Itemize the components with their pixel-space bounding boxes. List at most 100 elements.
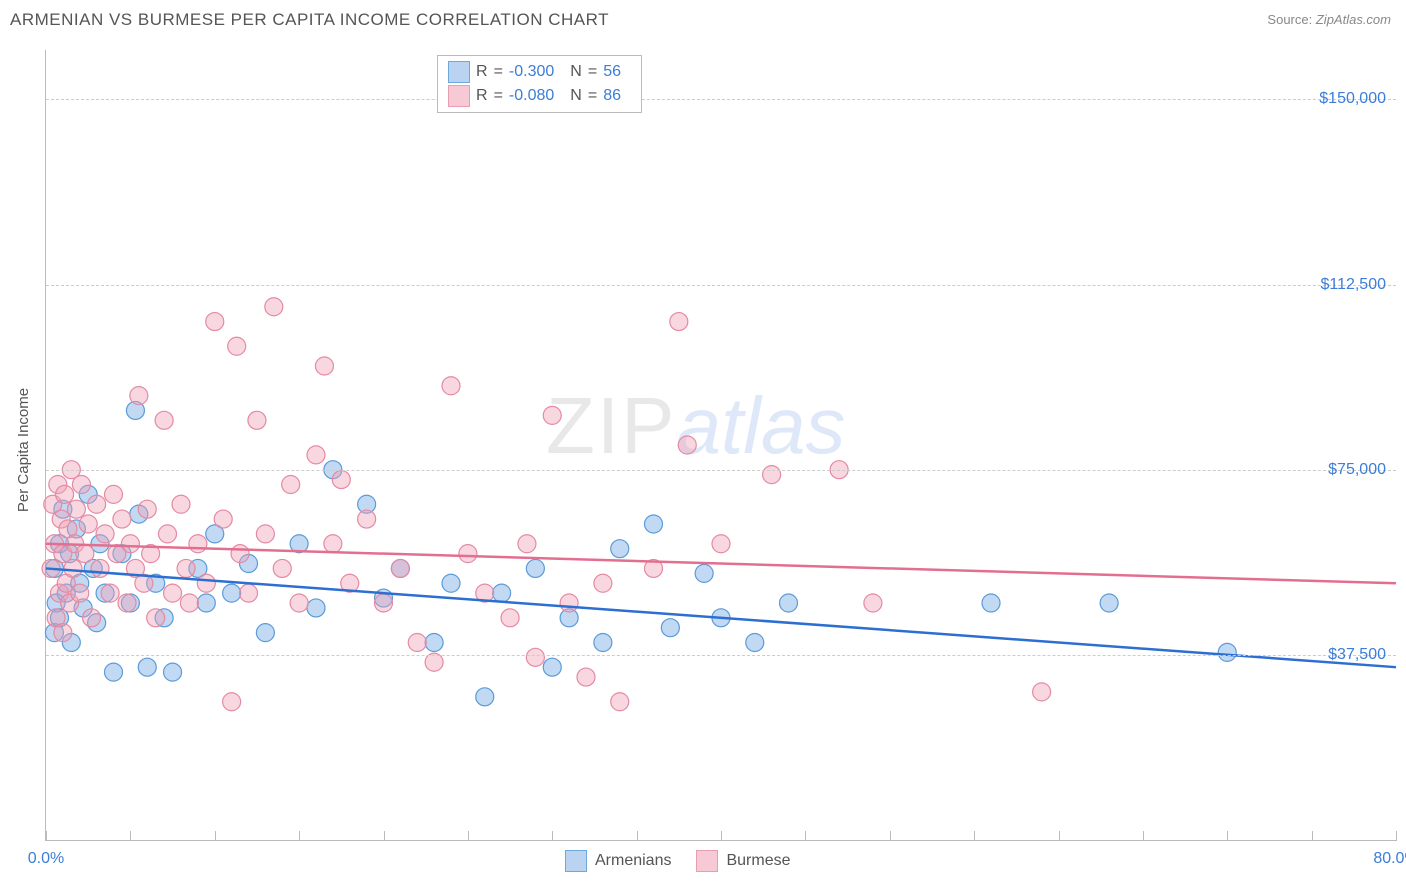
data-point[interactable] — [256, 624, 274, 642]
data-point[interactable] — [189, 535, 207, 553]
data-point[interactable] — [79, 515, 97, 533]
equals-sign: = — [588, 87, 597, 105]
source-link[interactable]: ZipAtlas.com — [1316, 12, 1391, 27]
data-point[interactable] — [543, 658, 561, 676]
data-point[interactable] — [501, 609, 519, 627]
data-point[interactable] — [273, 559, 291, 577]
data-point[interactable] — [164, 663, 182, 681]
data-point[interactable] — [214, 510, 232, 528]
data-point[interactable] — [172, 495, 190, 513]
data-point[interactable] — [240, 584, 258, 602]
data-point[interactable] — [1218, 643, 1236, 661]
data-point[interactable] — [358, 510, 376, 528]
data-point[interactable] — [526, 648, 544, 666]
data-point[interactable] — [138, 500, 156, 518]
data-point[interactable] — [56, 485, 74, 503]
data-point[interactable] — [177, 559, 195, 577]
data-point[interactable] — [332, 471, 350, 489]
data-point[interactable] — [164, 584, 182, 602]
data-point[interactable] — [76, 545, 94, 563]
data-point[interactable] — [1100, 594, 1118, 612]
legend-n-value: 86 — [603, 87, 621, 105]
data-point[interactable] — [315, 357, 333, 375]
data-point[interactable] — [265, 298, 283, 316]
data-point[interactable] — [130, 387, 148, 405]
data-point[interactable] — [577, 668, 595, 686]
plot-area: ZIPatlas $37,500$75,000$112,500$150,0000… — [45, 50, 1396, 841]
data-point[interactable] — [493, 584, 511, 602]
data-point[interactable] — [324, 535, 342, 553]
data-point[interactable] — [64, 559, 82, 577]
data-point[interactable] — [645, 515, 663, 533]
data-point[interactable] — [526, 559, 544, 577]
equals-sign: = — [588, 63, 597, 81]
data-point[interactable] — [96, 525, 114, 543]
data-point[interactable] — [197, 594, 215, 612]
data-point[interactable] — [780, 594, 798, 612]
data-point[interactable] — [228, 337, 246, 355]
data-point[interactable] — [611, 540, 629, 558]
data-point[interactable] — [442, 377, 460, 395]
data-point[interactable] — [594, 634, 612, 652]
x-tick — [1143, 831, 1144, 841]
x-tick — [1312, 831, 1313, 841]
data-point[interactable] — [307, 599, 325, 617]
x-tick — [1396, 831, 1397, 841]
data-point[interactable] — [223, 584, 241, 602]
data-point[interactable] — [695, 564, 713, 582]
data-point[interactable] — [375, 594, 393, 612]
data-point[interactable] — [712, 535, 730, 553]
data-point[interactable] — [282, 476, 300, 494]
data-point[interactable] — [678, 436, 696, 454]
data-point[interactable] — [147, 609, 165, 627]
data-point[interactable] — [121, 535, 139, 553]
data-point[interactable] — [67, 500, 85, 518]
data-point[interactable] — [197, 574, 215, 592]
data-point[interactable] — [155, 411, 173, 429]
data-point[interactable] — [1033, 683, 1051, 701]
x-tick — [805, 831, 806, 841]
data-point[interactable] — [425, 634, 443, 652]
series-legend-item[interactable]: Armenians — [565, 850, 671, 872]
data-point[interactable] — [982, 594, 1000, 612]
data-point[interactable] — [118, 594, 136, 612]
data-point[interactable] — [159, 525, 177, 543]
data-point[interactable] — [105, 485, 123, 503]
data-point[interactable] — [307, 446, 325, 464]
data-point[interactable] — [113, 510, 131, 528]
data-point[interactable] — [105, 663, 123, 681]
data-point[interactable] — [290, 594, 308, 612]
data-point[interactable] — [746, 634, 764, 652]
data-point[interactable] — [611, 693, 629, 711]
data-point[interactable] — [101, 584, 119, 602]
data-point[interactable] — [661, 619, 679, 637]
data-point[interactable] — [763, 466, 781, 484]
data-point[interactable] — [54, 624, 72, 642]
data-point[interactable] — [91, 559, 109, 577]
data-point[interactable] — [88, 495, 106, 513]
data-point[interactable] — [442, 574, 460, 592]
data-point[interactable] — [543, 406, 561, 424]
data-point[interactable] — [248, 411, 266, 429]
data-point[interactable] — [391, 559, 409, 577]
data-point[interactable] — [83, 609, 101, 627]
data-point[interactable] — [256, 525, 274, 543]
legend-row: R=-0.300N=56 — [448, 60, 631, 84]
data-point[interactable] — [864, 594, 882, 612]
data-point[interactable] — [180, 594, 198, 612]
data-point[interactable] — [459, 545, 477, 563]
data-point[interactable] — [72, 476, 90, 494]
data-point[interactable] — [425, 653, 443, 671]
data-point[interactable] — [71, 584, 89, 602]
data-point[interactable] — [594, 574, 612, 592]
data-point[interactable] — [670, 313, 688, 331]
data-point[interactable] — [206, 313, 224, 331]
series-legend-item[interactable]: Burmese — [696, 850, 790, 872]
data-point[interactable] — [231, 545, 249, 563]
data-point[interactable] — [476, 688, 494, 706]
data-point[interactable] — [138, 658, 156, 676]
data-point[interactable] — [408, 634, 426, 652]
data-point[interactable] — [223, 693, 241, 711]
data-point[interactable] — [518, 535, 536, 553]
data-point[interactable] — [560, 594, 578, 612]
